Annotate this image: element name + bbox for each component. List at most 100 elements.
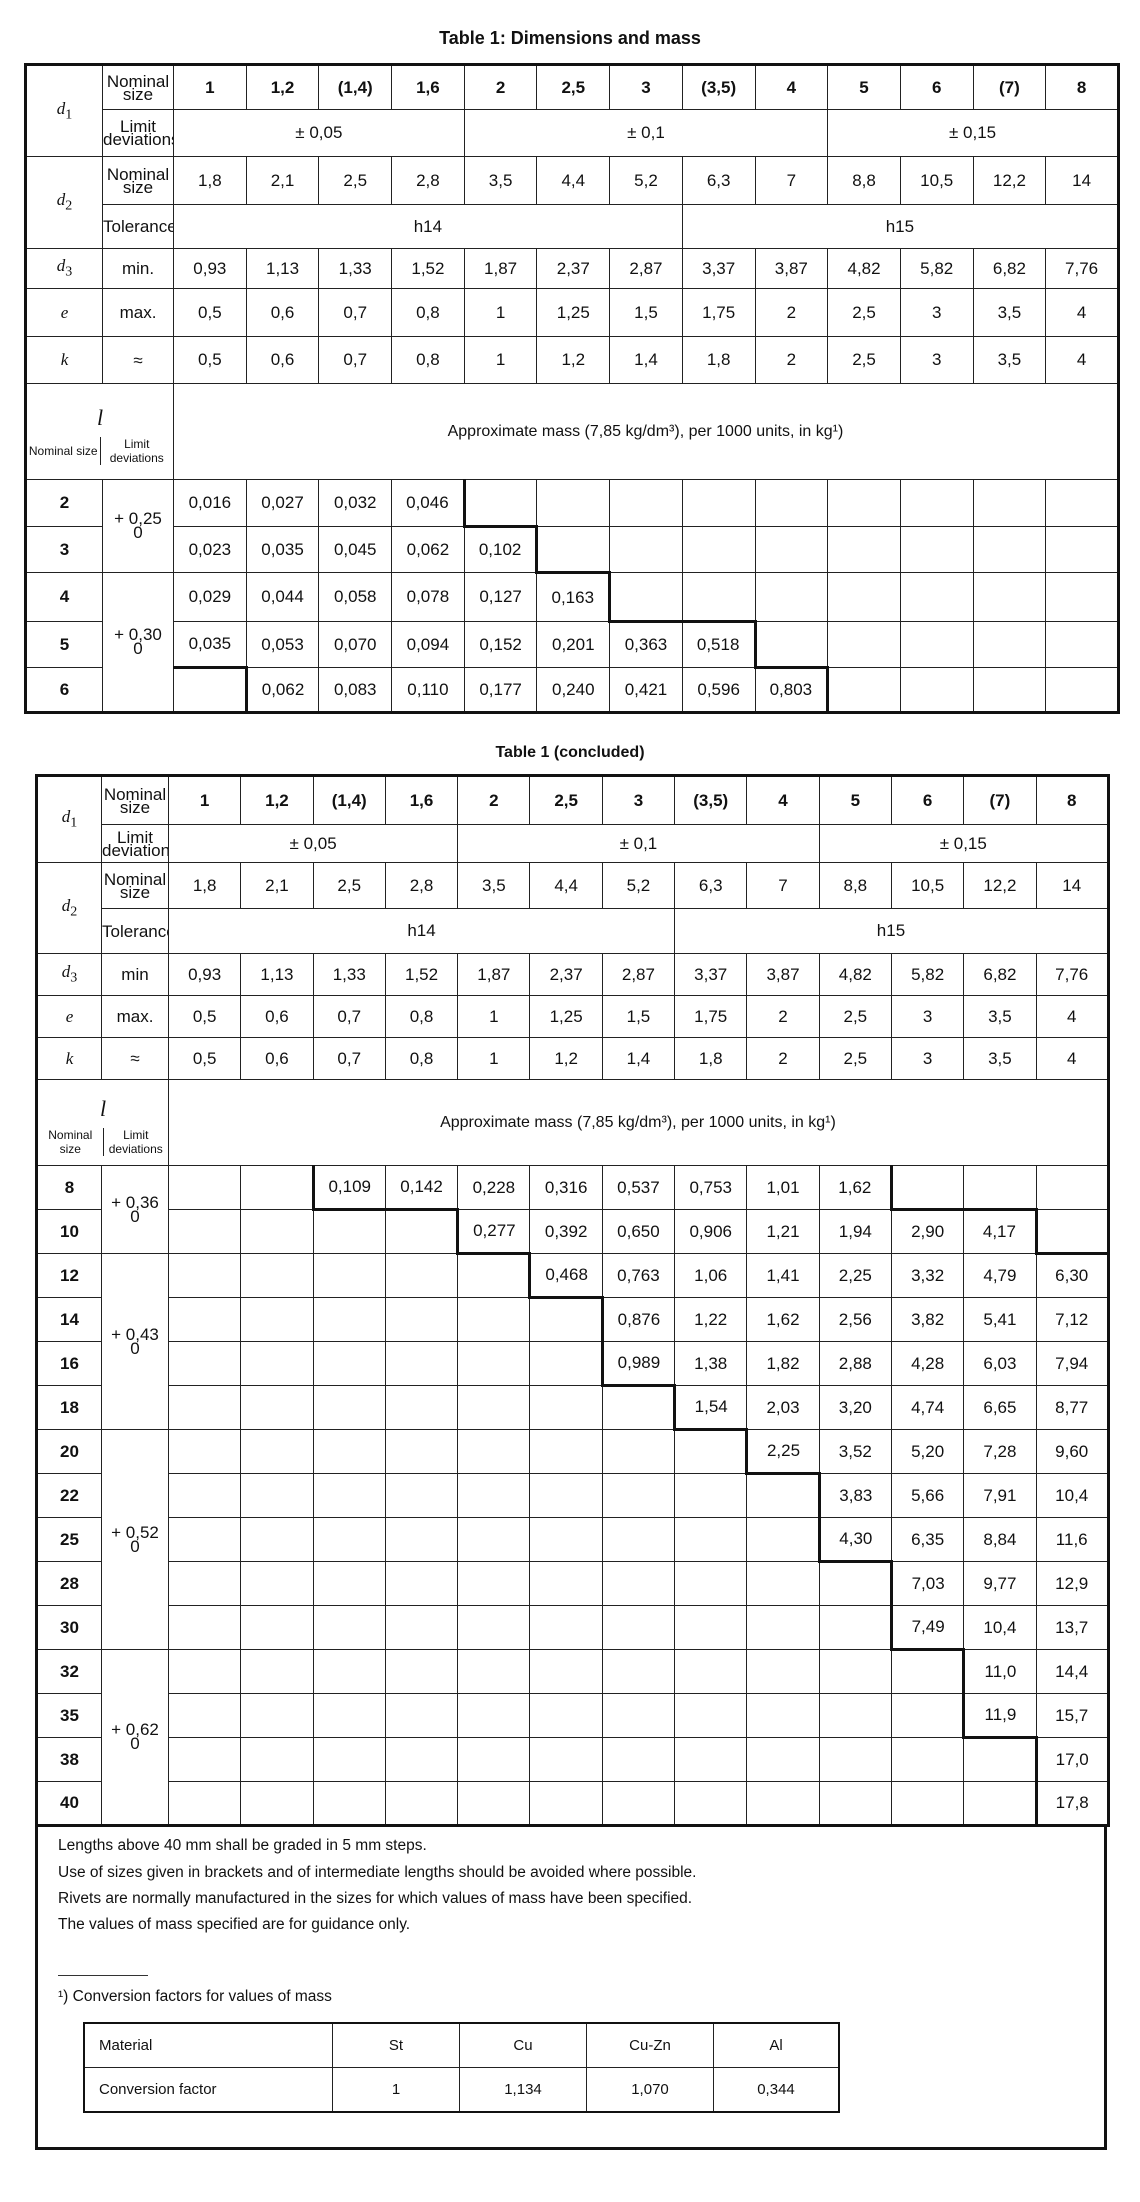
d1-limit-deviation: ± 0,05 <box>167 824 459 863</box>
d3-row: d3 min 0,93 1,13 1,33 1,52 1,87 2,37 2,87 3,37 3,8… <box>36 953 1109 996</box>
empty-cell <box>457 1649 531 1694</box>
k-value: 3,5 <box>963 1037 1037 1080</box>
d2-nominal-value: 5,2 <box>609 156 683 205</box>
d1-nominal-value: 6 <box>899 64 974 110</box>
conversion-value-row: Conversion factor 1 1,134 1,070 0,344 <box>83 2067 840 2113</box>
empty-cell <box>1045 667 1119 713</box>
empty-cell <box>384 1253 459 1298</box>
empty-cell <box>529 1297 603 1342</box>
d1-symbol: d1 <box>25 64 103 157</box>
nominal-length: 16 <box>36 1341 102 1386</box>
row-label: Conversion factor <box>83 2067 333 2113</box>
empty-cell <box>173 667 247 713</box>
mass-value: 6,65 <box>963 1385 1037 1430</box>
e-value: 0,8 <box>391 288 465 337</box>
k-value: 0,7 <box>312 1037 386 1080</box>
symbol: e <box>65 1006 74 1026</box>
empty-cell <box>1045 479 1119 527</box>
empty-cell <box>457 1561 531 1606</box>
mass-value: 0,392 <box>529 1209 603 1254</box>
e-symbol: e <box>36 995 102 1038</box>
mass-value: 0,518 <box>681 620 757 668</box>
empty-cell <box>529 1649 603 1694</box>
empty-cell <box>384 1781 459 1826</box>
empty-cell <box>529 1341 603 1386</box>
mass-value: 0,070 <box>318 621 393 668</box>
symbol: k <box>65 1048 74 1068</box>
value-cell: 0,344 <box>713 2067 840 2113</box>
k-value: 1,8 <box>681 336 756 384</box>
e-value: 0,7 <box>312 995 386 1038</box>
symbol: d <box>56 98 66 118</box>
e-value: 0,8 <box>384 995 459 1038</box>
empty-cell <box>890 1649 965 1694</box>
d1-nominal-value: 1,2 <box>240 775 314 825</box>
empty-cell <box>674 1693 748 1738</box>
empty-cell <box>681 479 756 527</box>
mass-value: 6,03 <box>963 1341 1037 1386</box>
d3-value: 7,76 <box>1045 248 1119 289</box>
k-value: 4 <box>1045 336 1119 384</box>
mass-value: 7,28 <box>963 1429 1037 1474</box>
empty-cell <box>818 1561 892 1606</box>
footnote: ¹) Conversion factors for values of mass <box>58 1988 332 2005</box>
empty-cell <box>827 667 901 713</box>
k-value: 0,5 <box>167 1037 242 1080</box>
mass-value: 0,142 <box>384 1165 459 1211</box>
empty-cell <box>674 1429 748 1474</box>
empty-cell <box>384 1341 459 1386</box>
empty-cell <box>240 1429 314 1474</box>
empty-cell <box>384 1561 459 1606</box>
d1-nominal-value: 6 <box>890 775 965 825</box>
mass-value: 15,7 <box>1035 1693 1109 1738</box>
d2-nominal-value: 4,4 <box>529 862 603 909</box>
mass-value: 11,6 <box>1035 1517 1109 1562</box>
mass-value: 1,94 <box>818 1209 892 1254</box>
k-value: 4 <box>1035 1037 1109 1080</box>
empty-cell <box>746 1693 820 1738</box>
mass-value: 3,82 <box>890 1297 965 1342</box>
mass-row: 14 0,876 1,22 1,62 2,56 3,82 5,41 7,12 <box>36 1297 1109 1342</box>
mass-value: 1,62 <box>746 1297 820 1342</box>
mass-value: 0,094 <box>391 621 465 668</box>
d3-value: 2,37 <box>536 248 611 289</box>
mass-value: 0,163 <box>536 571 612 622</box>
d3-value: 3,37 <box>681 248 756 289</box>
d1-limit-deviation: ± 0,1 <box>463 109 829 157</box>
empty-cell <box>384 1737 459 1782</box>
mass-row: 2 + 0,25 0 0,016 0,027 0,032 0,046 <box>25 479 1119 573</box>
mass-value: 0,803 <box>754 666 830 713</box>
empty-cell <box>167 1253 242 1298</box>
mass-value: 9,60 <box>1035 1429 1109 1474</box>
mass-value: 17,8 <box>1034 1781 1109 1826</box>
mass-value: 0,650 <box>601 1209 676 1254</box>
upper-deviation: + 0,52 <box>111 1522 159 1542</box>
mass-value: 1,82 <box>746 1341 820 1386</box>
value-cell: 1 <box>332 2067 460 2113</box>
empty-cell <box>529 1693 603 1738</box>
empty-cell <box>167 1297 242 1342</box>
e-value: 4 <box>1045 288 1119 337</box>
d1-limit-row: Limit deviations± 0,05± 0,1± 0,15 <box>37 824 1109 863</box>
empty-cell <box>312 1693 386 1738</box>
mass-row: 18 1,54 2,03 3,20 4,74 6,65 8,77 <box>36 1385 1109 1431</box>
d1-nominal-value: 3 <box>601 775 676 825</box>
note: Lengths above 40 mm shall be graded in 5… <box>58 1837 427 1854</box>
nominal-length: 12 <box>36 1253 102 1298</box>
k-value: 2 <box>754 336 829 384</box>
mass-value: 0,537 <box>601 1165 676 1210</box>
symbol: d <box>56 256 66 276</box>
empty-cell <box>601 1737 676 1782</box>
d1-nominal-value: 1 <box>167 775 242 825</box>
empty-cell <box>312 1385 386 1430</box>
empty-cell <box>312 1297 386 1342</box>
nominal-size-label: Nominal size <box>27 436 101 465</box>
empty-cell <box>312 1561 386 1606</box>
empty-cell <box>312 1605 386 1650</box>
e-value: 1,5 <box>609 288 683 337</box>
mass-value: 13,7 <box>1035 1605 1109 1650</box>
mass-value: 0,029 <box>173 572 247 622</box>
d3-value: 0,93 <box>173 248 247 289</box>
empty-cell <box>746 1561 820 1606</box>
label: ≈ <box>102 336 174 384</box>
